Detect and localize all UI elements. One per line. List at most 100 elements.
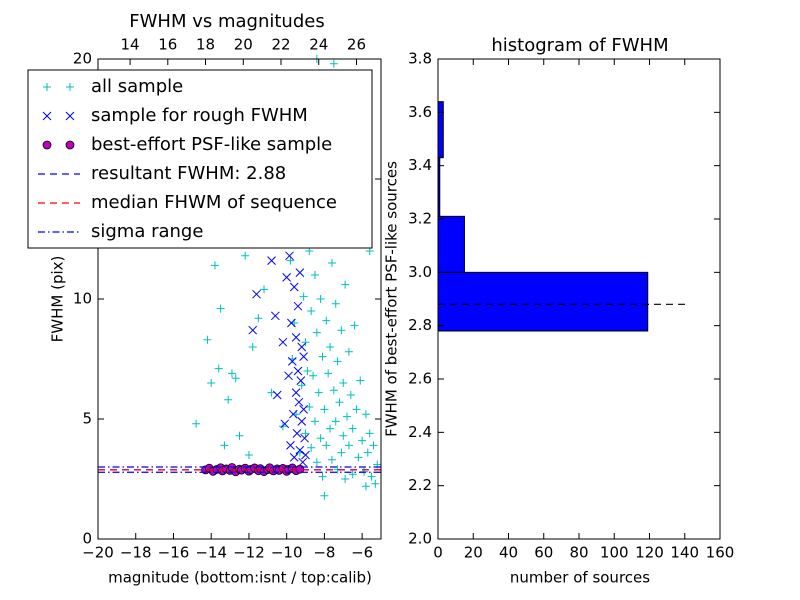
bar [437, 215, 465, 273]
x-point [300, 433, 309, 443]
x-point [42, 111, 52, 121]
x-tick-label: −10 [271, 544, 303, 562]
plus-point [352, 405, 361, 414]
plus-point [331, 299, 340, 308]
x-point [299, 405, 309, 414]
plus-point [327, 259, 336, 267]
y-tick-label: 10 [73, 290, 92, 308]
y-tick-label: 3.0 [408, 263, 432, 281]
plus-point [241, 251, 250, 260]
x-point [282, 273, 292, 282]
plus-point [371, 479, 380, 488]
y-tick-label: 20 [73, 50, 92, 68]
x-point [252, 289, 261, 299]
plus-point [329, 59, 338, 68]
x-tick-label: 20 [464, 544, 483, 562]
plus-point [307, 307, 316, 315]
plus-point [316, 434, 325, 443]
plus-point [341, 280, 350, 289]
plus-point [358, 436, 367, 445]
x-point [289, 453, 299, 462]
plus-point [312, 458, 321, 467]
plus-point [301, 429, 310, 438]
plus-point [235, 431, 244, 440]
plus-point [203, 335, 212, 344]
left-x-label: magnitude (bottom:isnt / top:calib) [108, 569, 372, 587]
x-point [297, 417, 307, 426]
x-tick-label: −18 [120, 544, 152, 562]
plus-point [314, 388, 323, 397]
plus-point [303, 367, 312, 375]
plus-point [356, 376, 365, 385]
plus-point [344, 441, 353, 450]
y-tick-label: 3.6 [408, 103, 432, 121]
x2-tick-label: 14 [121, 36, 140, 54]
plus-point [244, 451, 253, 459]
x-tick-label: 0 [433, 544, 443, 562]
plus-point [310, 271, 319, 279]
x-point [248, 325, 258, 335]
plus-point [339, 379, 348, 387]
legend-label: sample for rough FWHM [91, 105, 308, 126]
plus-point [320, 405, 329, 414]
plus-point [301, 338, 310, 347]
plus-point [329, 386, 338, 395]
x-tick-label: −16 [158, 544, 190, 562]
plus-point [367, 472, 376, 481]
plus-point [361, 410, 370, 419]
bar [437, 271, 649, 332]
y-tick-label: 2.8 [408, 316, 432, 334]
plus-point [331, 417, 340, 426]
legend-label: resultant FWHM: 2.88 [91, 163, 286, 184]
x-point [301, 450, 310, 460]
y-tick-label: 3.2 [408, 210, 432, 228]
x-point [293, 366, 303, 376]
x-point [285, 251, 294, 261]
plus-point [341, 475, 350, 483]
plus-point [326, 424, 335, 433]
plus-point [337, 326, 346, 335]
y-tick-label: 2.0 [408, 530, 432, 548]
plus-point [231, 374, 240, 383]
x-tick-label: 40 [499, 544, 518, 562]
circle-point [42, 140, 52, 150]
x-point [291, 333, 301, 342]
plus-point [343, 412, 352, 421]
plus-point [339, 431, 348, 440]
y-tick-label: 5 [82, 410, 92, 428]
x-tick-label: 160 [706, 544, 735, 562]
plus-point [227, 369, 236, 378]
plus-point [333, 357, 342, 366]
y-tick-label: 3.8 [408, 50, 432, 68]
plus-point [309, 371, 318, 380]
plus-point [248, 343, 257, 351]
y-tick-label: 2.6 [408, 370, 432, 388]
x-point [270, 311, 280, 321]
x-point [297, 342, 307, 352]
x-tick-label: −8 [313, 544, 335, 562]
plus-point [320, 491, 329, 500]
x2-tick-label: 24 [309, 36, 328, 54]
x-tick-label: −14 [195, 544, 227, 562]
legend-label: sigma range [91, 221, 203, 242]
x-tick-label: 100 [600, 544, 629, 562]
plus-point [316, 295, 325, 303]
y-tick-label: 2.4 [408, 423, 432, 441]
plus-point [192, 419, 201, 428]
x-tick-label: −12 [233, 544, 265, 562]
plus-point [365, 429, 374, 438]
x-point [296, 376, 306, 385]
x-point [292, 429, 302, 438]
x-point [288, 409, 298, 419]
plus-point [337, 448, 346, 457]
right-title: histogram of FWHM [491, 35, 668, 56]
plus-point [348, 424, 357, 433]
x-point [267, 256, 276, 265]
plus-point [286, 256, 295, 265]
x2-tick-label: 20 [234, 36, 253, 54]
plus-point [307, 443, 316, 452]
x-point [299, 352, 309, 361]
plus-point [324, 369, 333, 378]
x2-tick-label: 22 [271, 36, 290, 54]
